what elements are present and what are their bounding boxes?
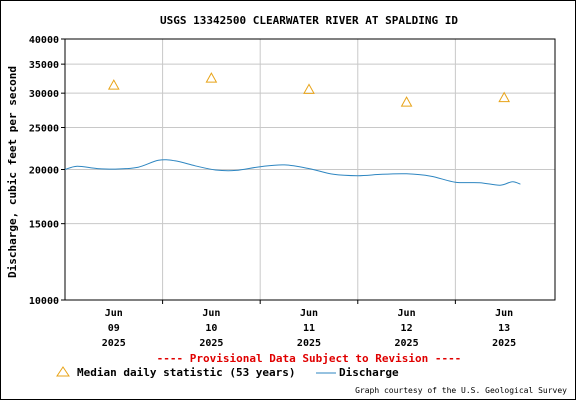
- x-tick-label: Jun: [300, 308, 318, 319]
- legend-median-marker-icon: [56, 366, 70, 377]
- x-tick-label: 2025: [297, 338, 321, 349]
- discharge-series-line: [64, 159, 521, 186]
- x-tick-label: Jun: [495, 308, 513, 319]
- median-statistic-marker: [303, 83, 315, 94]
- legend-median-label: Median daily statistic (53 years): [77, 366, 296, 379]
- median-statistic-marker: [107, 79, 120, 90]
- x-tick-label: 11: [303, 323, 315, 334]
- provisional-notice: ---- Provisional Data Subject to Revisio…: [157, 352, 462, 365]
- y-tick-label: 25000: [29, 123, 59, 134]
- x-tick-label: 2025: [102, 338, 126, 349]
- x-tick-label: Jun: [398, 308, 416, 319]
- x-tick-label: Jun: [202, 308, 220, 319]
- median-statistic-marker: [205, 72, 218, 83]
- x-tick-label: 12: [401, 323, 413, 334]
- y-tick-label: 35000: [29, 60, 59, 71]
- grid-lines: [65, 39, 555, 300]
- x-tick-label: 10: [205, 323, 217, 334]
- y-axis: 10000 15000 20000 25000 30000 35000 40000: [29, 35, 65, 307]
- x-tick-label: 2025: [199, 338, 223, 349]
- y-axis-label: Discharge, cubic feet per second: [6, 66, 19, 278]
- y-tick-label: 20000: [29, 166, 59, 177]
- y-tick-label: 30000: [29, 89, 59, 100]
- legend-discharge-label: Discharge: [339, 366, 399, 379]
- y-tick-label: 40000: [29, 35, 59, 46]
- legend: Median daily statistic (53 years) Discha…: [56, 366, 399, 379]
- y-tick-label: 15000: [29, 220, 59, 231]
- median-statistic-marker: [498, 91, 511, 103]
- credit-text: Graph courtesy of the U.S. Geological Su…: [355, 386, 567, 395]
- x-tick-label: 09: [108, 323, 120, 334]
- chart-title: USGS 13342500 CLEARWATER RIVER AT SPALDI…: [160, 14, 458, 27]
- x-tick-label: 2025: [395, 338, 419, 349]
- series-layer: [64, 72, 521, 186]
- x-axis: Jun 09 2025 Jun 10 2025 Jun 11 2025 Jun 12 2025 Jun 1…: [102, 300, 516, 349]
- median-statistic-marker: [400, 96, 413, 107]
- x-tick-label: Jun: [105, 308, 123, 319]
- x-tick-label: 2025: [492, 338, 516, 349]
- x-tick-label: 13: [498, 323, 510, 334]
- y-tick-label: 10000: [29, 296, 59, 307]
